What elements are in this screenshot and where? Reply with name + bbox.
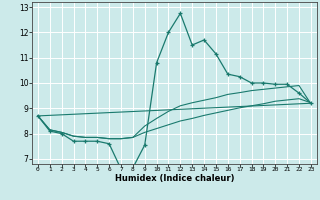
X-axis label: Humidex (Indice chaleur): Humidex (Indice chaleur) <box>115 174 234 183</box>
